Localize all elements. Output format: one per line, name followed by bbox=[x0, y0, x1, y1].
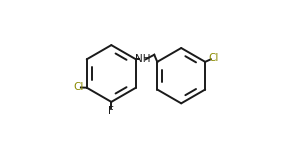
Text: F: F bbox=[108, 106, 114, 116]
Text: Cl: Cl bbox=[208, 53, 218, 63]
Text: NH: NH bbox=[135, 54, 150, 64]
Text: Cl: Cl bbox=[73, 82, 83, 92]
